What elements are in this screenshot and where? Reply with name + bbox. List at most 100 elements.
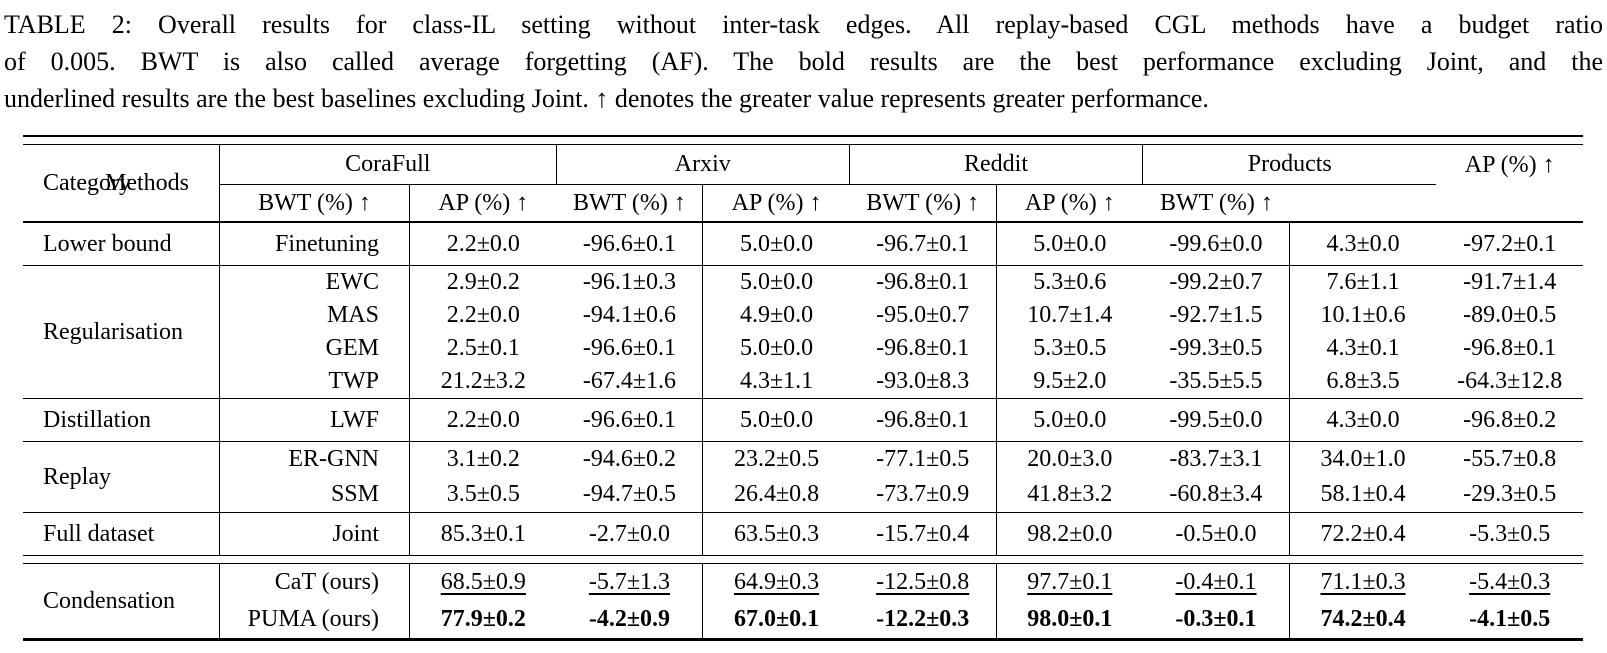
value-cell: -96.8±0.1 bbox=[850, 332, 997, 365]
value-cell: 2.2±0.0 bbox=[446, 406, 520, 433]
section-regularisation: Regularisation EWC 2.9±0.2 -96.1±0.3 5.0… bbox=[23, 266, 1583, 398]
section-rule bbox=[23, 512, 1583, 513]
method-cell: TWP bbox=[220, 365, 410, 398]
header-group-arxiv: Arxiv bbox=[556, 145, 850, 185]
value-cell: -96.6±0.1 bbox=[557, 332, 704, 365]
value-cell: 98.2±0.0 bbox=[1027, 520, 1113, 547]
value-cell: 5.0±0.0 bbox=[1033, 406, 1107, 433]
value-cell: 5.3±0.6 bbox=[1033, 269, 1107, 295]
value-cell: 26.4±0.8 bbox=[733, 481, 820, 507]
value-cell: 4.9±0.0 bbox=[739, 302, 814, 328]
value-cell: -96.8±0.1 bbox=[850, 399, 997, 441]
value-cell: -0.5±0.0 bbox=[1143, 513, 1290, 555]
value-cell: 4.3±1.1 bbox=[739, 368, 814, 394]
header-subcol-bwt: BWT (%) ↑ bbox=[557, 185, 704, 221]
value-cell: 5.0±0.0 bbox=[739, 230, 814, 257]
value-cell: 2.9±0.2 bbox=[446, 269, 520, 295]
method-cell: SSM bbox=[220, 477, 410, 512]
value-cell: -96.8±0.1 bbox=[1463, 335, 1557, 361]
value-cell: -5.4±0.3 bbox=[1469, 569, 1551, 595]
value-cell: 21.2±3.2 bbox=[440, 368, 526, 394]
category-cell: Regularisation bbox=[23, 266, 220, 398]
value-cell: 3.5±0.5 bbox=[446, 481, 520, 507]
value-cell: -4.1±0.5 bbox=[1469, 606, 1551, 632]
value-cell: -94.6±0.2 bbox=[557, 442, 704, 477]
caption-line-3: underlined results are the best baseline… bbox=[4, 84, 1209, 113]
category-cell: Condensation bbox=[23, 564, 220, 638]
value-cell: -60.8±3.4 bbox=[1143, 477, 1290, 512]
method-cell: Joint bbox=[220, 513, 410, 555]
section-distillation: Distillation LWF 2.2±0.0 -96.6±0.1 5.0±0… bbox=[23, 399, 1583, 441]
value-cell: 64.9±0.3 bbox=[733, 569, 820, 595]
value-cell: 5.0±0.0 bbox=[739, 269, 814, 295]
value-cell: -96.6±0.1 bbox=[557, 223, 704, 265]
value-cell: -12.2±0.3 bbox=[850, 601, 997, 638]
value-cell: -96.7±0.1 bbox=[850, 223, 997, 265]
value-cell: -15.7±0.4 bbox=[850, 513, 997, 555]
section-replay: Replay ER-GNN 3.1±0.2 -94.6±0.2 23.2±0.5… bbox=[23, 442, 1583, 512]
header-bottom-rule bbox=[23, 221, 1583, 223]
table-top-rule bbox=[23, 135, 1583, 145]
value-cell: -64.3±12.8 bbox=[1457, 368, 1563, 394]
header-subcol-bwt: BWT (%) ↑ bbox=[1160, 189, 1273, 216]
method-cell: LWF bbox=[220, 399, 410, 441]
value-cell: -35.5±5.5 bbox=[1143, 365, 1290, 398]
header-methods: Methods bbox=[23, 145, 220, 221]
value-cell: 63.5±0.3 bbox=[733, 520, 820, 547]
value-cell: 10.1±0.6 bbox=[1320, 302, 1406, 328]
value-cell: 7.6±1.1 bbox=[1326, 269, 1400, 295]
value-cell: -12.5±0.8 bbox=[850, 564, 997, 601]
value-cell: -97.2±0.1 bbox=[1463, 230, 1557, 257]
value-cell: -67.4±1.6 bbox=[557, 365, 704, 398]
value-cell: 9.5±2.0 bbox=[1033, 368, 1107, 394]
value-cell: 2.2±0.0 bbox=[446, 302, 520, 328]
section-condensation: Condensation CaT (ours) 68.5±0.9 -5.7±1.… bbox=[23, 564, 1583, 638]
value-cell: -96.8±0.2 bbox=[1463, 406, 1557, 433]
section-rule bbox=[23, 265, 1583, 266]
category-cell: Full dataset bbox=[23, 513, 220, 555]
value-cell: 98.0±0.1 bbox=[1027, 606, 1113, 632]
value-cell: 85.3±0.1 bbox=[440, 520, 526, 547]
value-cell: 5.3±0.5 bbox=[1033, 335, 1107, 361]
value-cell: -4.2±0.9 bbox=[557, 601, 704, 638]
value-cell: -91.7±1.4 bbox=[1463, 269, 1557, 295]
value-cell: -99.6±0.0 bbox=[1143, 223, 1290, 265]
value-cell: 5.0±0.0 bbox=[739, 335, 814, 361]
header-group-reddit: Reddit bbox=[849, 145, 1144, 185]
value-cell: 97.7±0.1 bbox=[1027, 569, 1113, 595]
value-cell: 6.8±3.5 bbox=[1326, 368, 1400, 394]
caption-line-2: of 0.005. BWT is also called average for… bbox=[4, 47, 1603, 76]
results-table: Category Methods CoraFull Arxiv Reddit P… bbox=[23, 135, 1583, 641]
header-subcol-bwt: BWT (%) ↑ bbox=[850, 185, 997, 221]
value-cell: -99.3±0.5 bbox=[1143, 332, 1290, 365]
value-cell: -0.3±0.1 bbox=[1143, 601, 1290, 638]
section-rule bbox=[23, 398, 1583, 399]
header-group-products: Products bbox=[1143, 145, 1437, 185]
value-cell: 2.2±0.0 bbox=[446, 230, 520, 257]
value-cell: -2.7±0.0 bbox=[557, 513, 704, 555]
value-cell: 4.3±0.1 bbox=[1326, 335, 1400, 361]
value-cell: 72.2±0.4 bbox=[1320, 520, 1406, 547]
value-cell: 41.8±3.2 bbox=[1027, 481, 1113, 507]
value-cell: -96.8±0.1 bbox=[850, 266, 997, 299]
value-cell: 2.5±0.1 bbox=[446, 335, 520, 361]
method-cell: Finetuning bbox=[220, 223, 410, 265]
value-cell: -96.1±0.3 bbox=[557, 266, 704, 299]
header-subcol-ap: AP (%) ↑ bbox=[438, 189, 529, 216]
value-cell: 71.1±0.3 bbox=[1320, 569, 1406, 595]
value-cell: 68.5±0.9 bbox=[440, 569, 526, 595]
value-cell: 10.7±1.4 bbox=[1027, 302, 1113, 328]
section-full-dataset: Full dataset Joint 85.3±0.1 -2.7±0.0 63.… bbox=[23, 513, 1583, 555]
method-cell: MAS bbox=[220, 299, 410, 332]
value-cell: 5.0±0.0 bbox=[739, 406, 814, 433]
double-rule bbox=[23, 555, 1583, 564]
value-cell: 74.2±0.4 bbox=[1320, 606, 1406, 632]
value-cell: 3.1±0.2 bbox=[446, 446, 520, 472]
method-cell: GEM bbox=[220, 332, 410, 365]
header-subcol-bwt: BWT (%) ↑ bbox=[220, 185, 410, 221]
method-cell: EWC bbox=[220, 266, 410, 299]
value-cell: 4.3±0.0 bbox=[1326, 230, 1400, 257]
header-category: Category bbox=[23, 145, 220, 221]
value-cell: -92.7±1.5 bbox=[1143, 299, 1290, 332]
